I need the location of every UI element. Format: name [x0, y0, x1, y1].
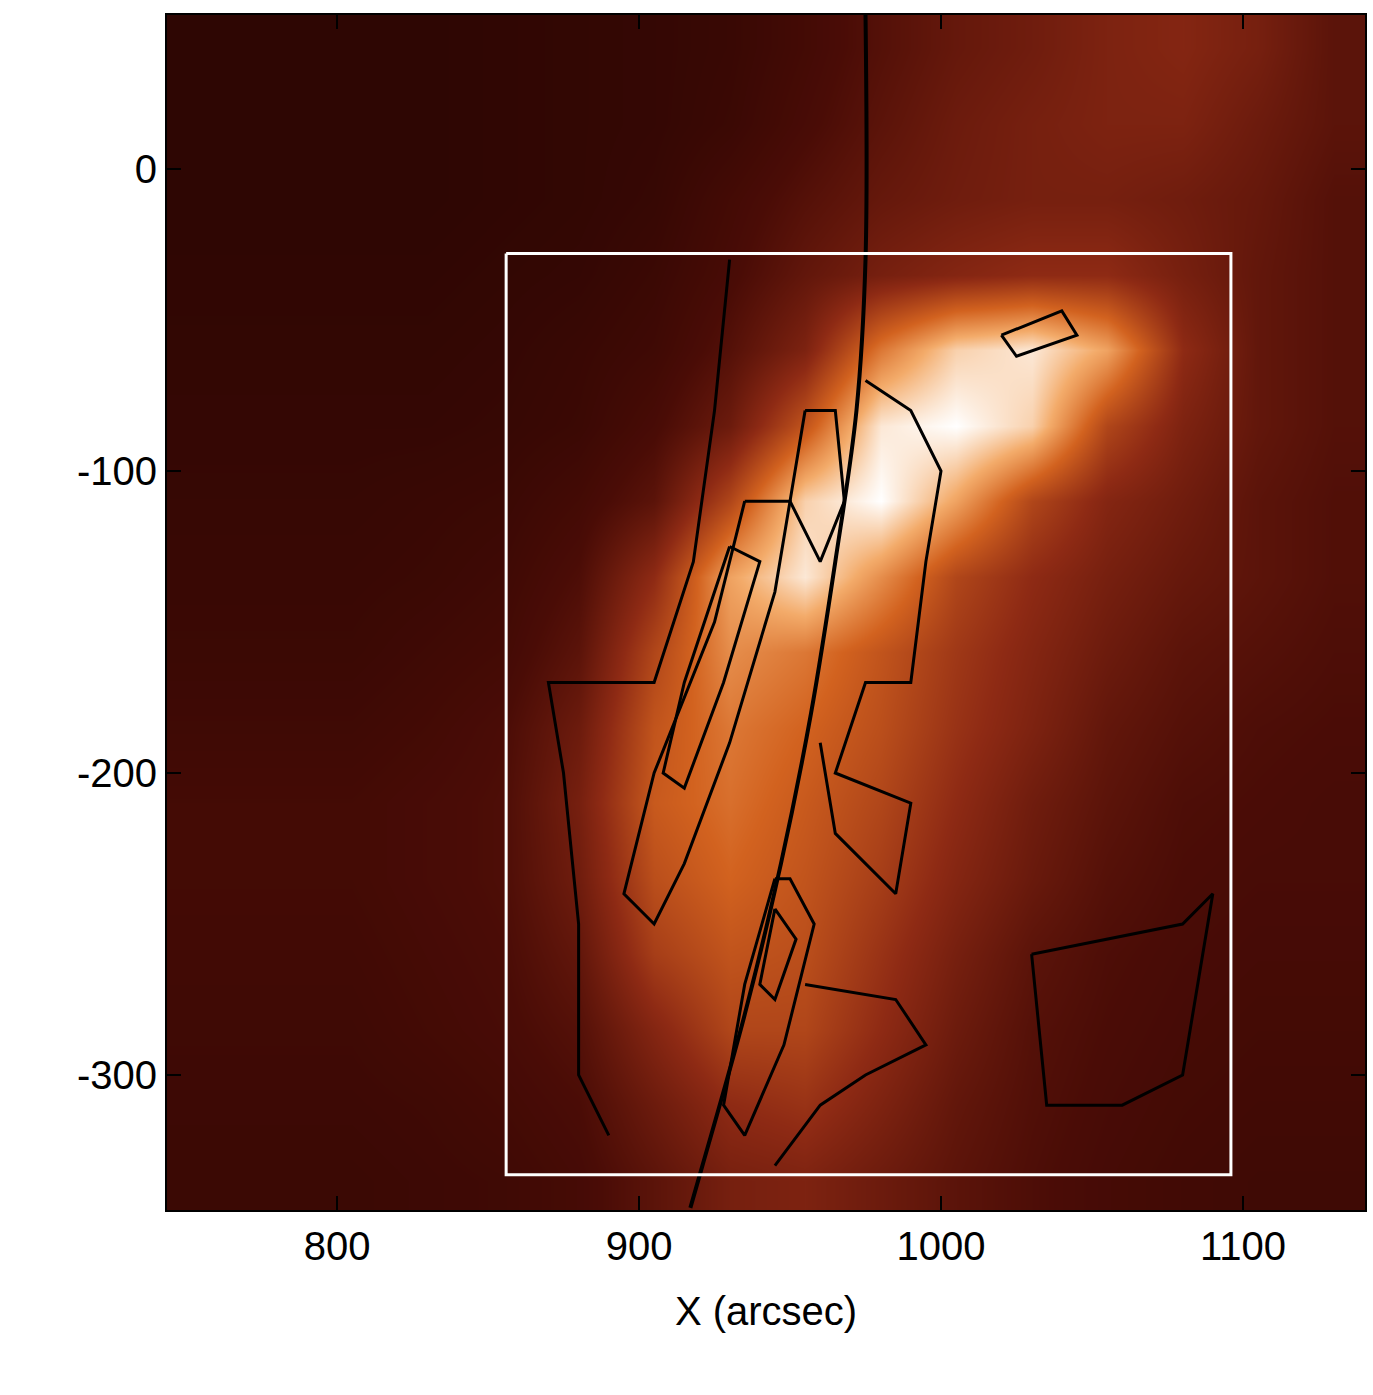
- svg-text:1000: 1000: [897, 1224, 986, 1268]
- svg-text:800: 800: [304, 1224, 371, 1268]
- svg-text:-300: -300: [77, 1053, 157, 1097]
- svg-text:900: 900: [606, 1224, 673, 1268]
- svg-text:X (arcsec): X (arcsec): [675, 1289, 857, 1333]
- svg-text:-200: -200: [77, 751, 157, 795]
- svg-text:0: 0: [135, 147, 157, 191]
- svg-text:-100: -100: [77, 449, 157, 493]
- svg-text:1100: 1100: [1200, 1224, 1286, 1268]
